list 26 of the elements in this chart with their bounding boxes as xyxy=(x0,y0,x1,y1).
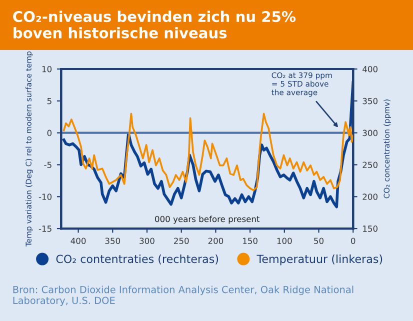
y-tick-label: -15 xyxy=(38,226,52,232)
y2-tick-label: 250 xyxy=(362,162,378,168)
x-axis-title: 000 years before present xyxy=(155,216,260,224)
y-tick-label: -10 xyxy=(38,194,52,200)
y2-tick-label: 200 xyxy=(362,194,378,200)
chart-title: CO₂-niveaus bevinden zich nu 25% boven historische niveaus xyxy=(13,10,296,38)
x-tick-label: 350 xyxy=(105,238,120,244)
x-tick-label: 0 xyxy=(351,238,356,244)
x-tick-label: 100 xyxy=(277,238,292,244)
y2-tick-label: 150 xyxy=(363,226,378,232)
x-tick-label: 400 xyxy=(70,238,86,244)
y-tick-label: 0 xyxy=(47,130,52,136)
x-tick-label: 250 xyxy=(174,238,189,244)
x-tick-label: 200 xyxy=(208,238,224,244)
y-tick-label: 10 xyxy=(42,66,52,72)
y2-tick-label: 400 xyxy=(362,66,378,72)
x-tick-label: 50 xyxy=(314,238,324,244)
text: Bron: Carbon Dioxide Information Analysis Center, Oak Ridge National Laboratory, U.S. DOE xyxy=(13,286,354,306)
y2-tick-label: 350 xyxy=(362,98,378,104)
y-tick-label: 5 xyxy=(47,98,52,104)
y2-tick-label: 300 xyxy=(362,130,378,136)
legend-label: CO₂ contentraties (rechteras) xyxy=(56,254,218,264)
y-tick-label: -5 xyxy=(44,162,52,168)
x-tick-label: 300 xyxy=(140,238,154,244)
x-tick-label: 150 xyxy=(243,238,258,244)
legend-label: Temperatuur (linkeras) xyxy=(256,254,382,266)
